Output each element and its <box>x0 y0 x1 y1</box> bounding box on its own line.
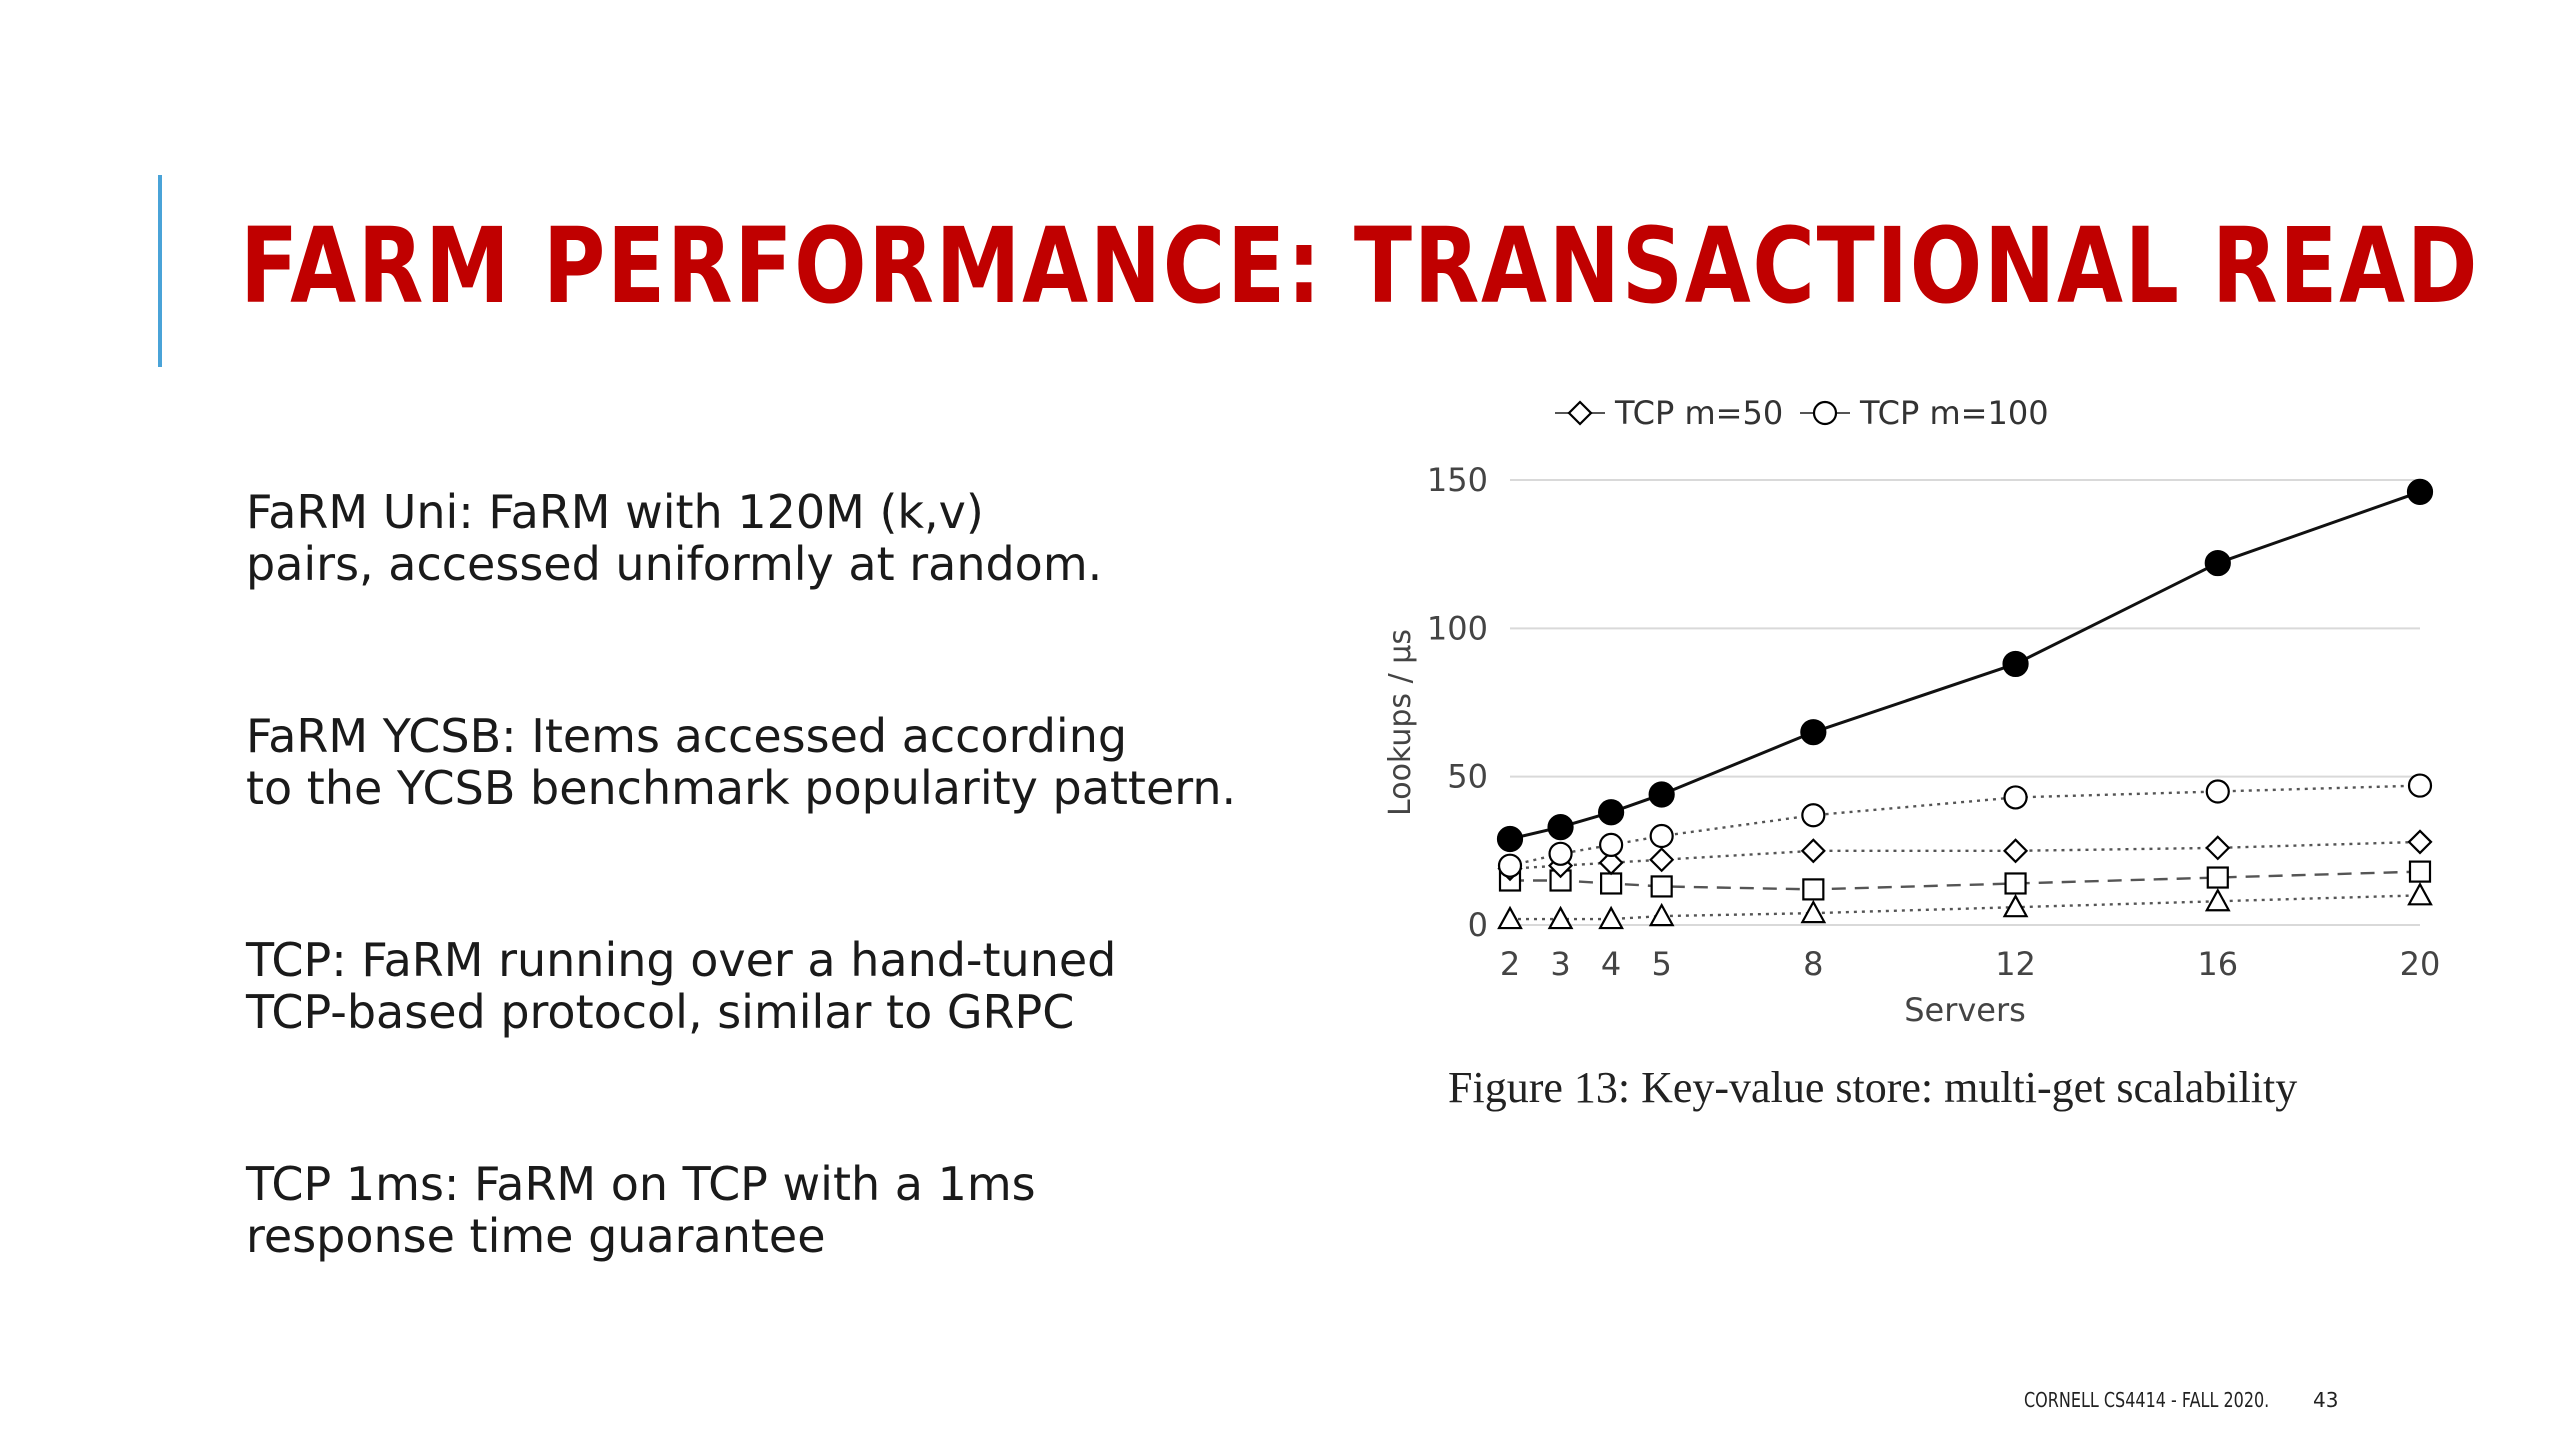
legend-label-tcp-m100: TCP m=100 <box>1859 394 2049 432</box>
data-point-open-square <box>2206 866 2229 889</box>
y-tick-label: 150 <box>1427 461 1488 499</box>
series-line-filled-circle <box>1509 490 2421 841</box>
data-point-open-triangle <box>1497 905 1523 930</box>
x-tick-label: 5 <box>1651 945 1671 983</box>
data-point-open-triangle <box>2002 893 2029 918</box>
data-point-open-diamond <box>2407 829 2433 855</box>
data-point-open-square <box>1802 878 1825 901</box>
scalability-chart: 0 50 100 150 2 3 4 5 8 12 16 20 Servers Lookups / µs T… <box>1360 385 2500 1145</box>
data-point-open-diamond <box>1800 838 1826 864</box>
data-point-filled-circle <box>2204 549 2231 577</box>
data-point-open-square <box>1600 872 1623 895</box>
series-line-open-triangle <box>1510 894 2421 921</box>
data-point-open-square <box>2408 860 2432 883</box>
data-point-open-square <box>1650 875 1673 898</box>
series-line-open-diamond <box>1509 840 2421 870</box>
data-point-open-circle <box>1801 803 1826 828</box>
data-point-filled-circle <box>2002 650 2029 678</box>
y-tick-label: 0 <box>1468 906 1488 944</box>
page-number: 43 <box>2313 1388 2339 1412</box>
data-point-open-diamond <box>1649 847 1675 873</box>
chart-svg: 0 50 100 150 2 3 4 5 8 12 16 20 Servers Lookups / µs T… <box>1383 394 2441 1029</box>
data-point-open-triangle <box>2204 887 2231 912</box>
data-point-open-triangle <box>2407 882 2433 906</box>
data-point-open-circle <box>1497 853 1523 878</box>
bullet-farm-uni: FaRM Uni: FaRM with 120M (k,v) pairs, ac… <box>246 485 1103 591</box>
x-tick-label: 12 <box>1995 945 2036 983</box>
data-point-open-diamond <box>2205 835 2231 861</box>
data-point-open-diamond <box>2002 838 2029 864</box>
title-accent-bar <box>158 175 162 367</box>
x-tick-label: 20 <box>2400 945 2441 983</box>
data-point-open-circle <box>2205 779 2230 804</box>
legend-label-tcp-m50: TCP m=50 <box>1614 394 1783 432</box>
figure-caption: Figure 13: Key-value store: multi-get sc… <box>1448 1063 2298 1112</box>
footer-text: CORNELL CS4414 - FALL 2020. <box>2024 1388 2270 1412</box>
y-axis-label: Lookups / µs <box>1383 629 1418 816</box>
x-tick-label: 16 <box>2197 945 2238 983</box>
bullet-farm-ycsb: FaRM YCSB: Items accessed according to t… <box>246 709 1237 815</box>
data-point-filled-circle <box>1800 719 1827 746</box>
x-tick-label: 3 <box>1550 945 1570 983</box>
y-tick-label: 50 <box>1447 758 1488 796</box>
legend-marker-diamond <box>1567 400 1593 426</box>
data-point-open-circle <box>2003 785 2028 810</box>
data-point-filled-circle <box>1496 825 1524 853</box>
bullet-list: FaRM Uni: FaRM with 120M (k,v) pairs, ac… <box>246 486 1326 1382</box>
slide-title: FARM PERFORMANCE: TRANSACTIONAL READ <box>240 205 2480 327</box>
x-tick-label: 4 <box>1601 945 1621 983</box>
data-point-open-triangle <box>1800 899 1827 924</box>
x-tick-label: 2 <box>1500 945 1520 983</box>
data-point-filled-circle <box>1648 781 1675 808</box>
data-point-open-circle <box>1649 823 1674 849</box>
data-point-filled-circle <box>1547 814 1574 841</box>
data-point-open-circle <box>2407 773 2433 798</box>
series-line-open-circle <box>1509 784 2421 867</box>
bullet-tcp: TCP: FaRM running over a hand-tuned TCP-… <box>246 933 1117 1039</box>
x-axis-label: Servers <box>1904 991 2026 1029</box>
legend-marker-circle <box>1812 400 1838 426</box>
data-point-filled-circle <box>2406 478 2434 505</box>
data-point-open-triangle <box>1598 905 1624 930</box>
bullet-tcp-1ms: TCP 1ms: FaRM on TCP with a 1ms response… <box>246 1157 1036 1263</box>
x-tick-label: 8 <box>1803 945 1823 983</box>
data-point-open-square <box>2004 872 2027 895</box>
y-tick-label: 100 <box>1427 609 1488 647</box>
data-point-open-diamond <box>1598 850 1624 876</box>
data-point-open-circle <box>1599 832 1624 857</box>
data-point-open-circle <box>1548 841 1573 866</box>
data-point-filled-circle <box>1598 799 1625 826</box>
data-point-open-triangle <box>1648 902 1675 927</box>
series-line-open-square <box>1510 870 2421 891</box>
data-point-open-triangle <box>1547 905 1574 930</box>
